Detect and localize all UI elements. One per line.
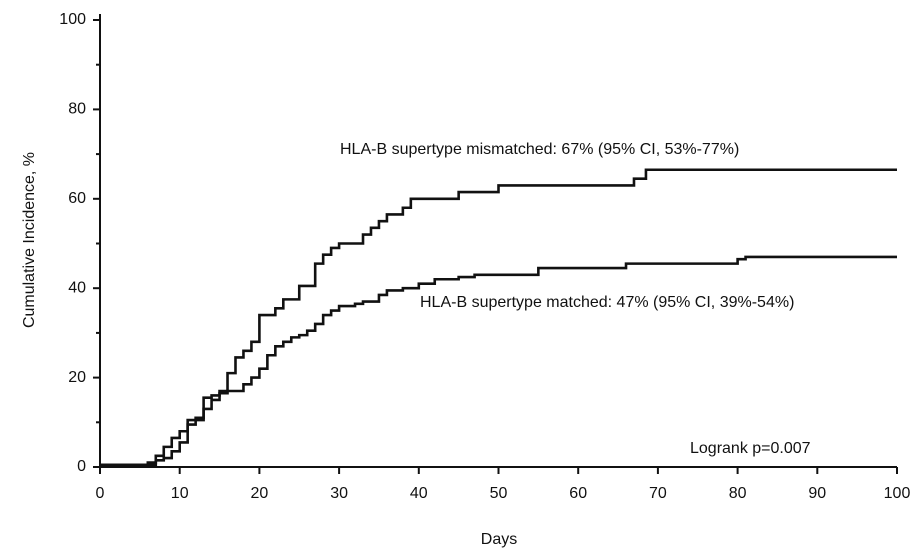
x-tick-label: 30 xyxy=(330,485,348,502)
step-line xyxy=(100,168,897,467)
y-tick-label: 100 xyxy=(59,11,86,28)
x-tick-label: 20 xyxy=(251,485,269,502)
x-tick-label: 90 xyxy=(808,485,826,502)
x-tick-label: 10 xyxy=(171,485,189,502)
x-tick-label: 0 xyxy=(96,485,105,502)
x-tick-label: 80 xyxy=(729,485,747,502)
y-tick-label: 0 xyxy=(77,458,86,475)
x-tick-label: 50 xyxy=(490,485,508,502)
x-axis-label: Days xyxy=(481,531,517,548)
x-tick-label: 70 xyxy=(649,485,667,502)
x-tick-label: 40 xyxy=(410,485,428,502)
y-axis-label: Cumulative Incidence, % xyxy=(21,152,38,328)
annotation: Logrank p=0.007 xyxy=(690,440,811,457)
x-tick-label: 100 xyxy=(884,485,911,502)
series-label: HLA-B supertype matched: 47% (95% CI, 39… xyxy=(420,294,794,311)
y-tick-label: 20 xyxy=(68,369,86,386)
y-tick-label: 60 xyxy=(68,190,86,207)
step-line xyxy=(100,255,897,467)
y-tick-label: 80 xyxy=(68,101,86,118)
y-tick-label: 40 xyxy=(68,279,86,296)
series-label: HLA-B supertype mismatched: 67% (95% CI,… xyxy=(340,141,739,158)
x-tick-label: 60 xyxy=(569,485,587,502)
